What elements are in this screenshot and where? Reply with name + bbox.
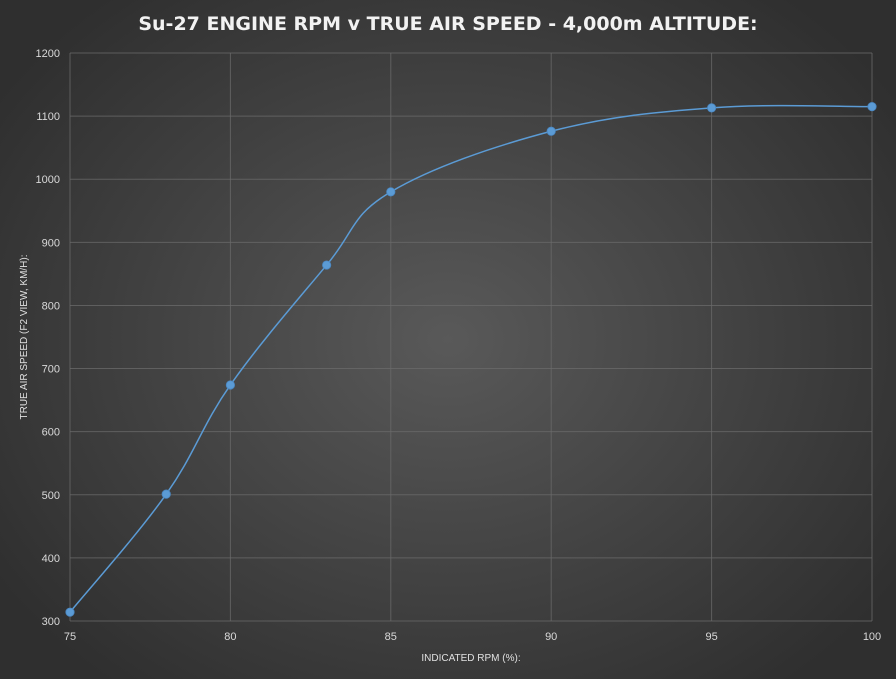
data-point-100 bbox=[867, 102, 877, 112]
x-tick-label: 100 bbox=[863, 631, 881, 643]
series-layer bbox=[69, 104, 873, 613]
y-axis-label: TRUE AIR SPEED (F2 VIEW, KM/H): bbox=[19, 254, 30, 419]
y-tick-label: 900 bbox=[42, 237, 60, 249]
series-line-0 bbox=[69, 104, 873, 613]
data-point-75 bbox=[65, 607, 75, 617]
y-tick-label: 400 bbox=[42, 553, 60, 565]
y-tick-label: 1000 bbox=[36, 174, 60, 186]
data-points bbox=[65, 102, 877, 617]
x-axis-ticks: 75 80 85 90 95 100 bbox=[64, 631, 881, 643]
data-point-90 bbox=[546, 126, 556, 136]
y-tick-label: 300 bbox=[42, 616, 60, 628]
y-tick-label: 800 bbox=[42, 300, 60, 312]
y-tick-label: 500 bbox=[42, 490, 60, 502]
y-tick-label: 600 bbox=[42, 427, 60, 439]
x-tick-label: 95 bbox=[705, 631, 717, 643]
data-point-83 bbox=[322, 260, 332, 270]
x-tick-label: 85 bbox=[385, 631, 397, 643]
y-tick-label: 1200 bbox=[36, 48, 60, 60]
y-tick-label: 700 bbox=[42, 364, 60, 376]
y-axis-ticks: 300 400 500 600 700 800 900 1000 1100 1200 bbox=[36, 48, 60, 628]
data-point-78 bbox=[161, 489, 171, 499]
grid-lines bbox=[69, 52, 873, 622]
data-point-85 bbox=[386, 187, 396, 197]
data-point-95 bbox=[706, 103, 717, 113]
x-tick-label: 90 bbox=[545, 631, 557, 643]
x-tick-label: 75 bbox=[64, 631, 76, 643]
chart-title: Su-27 ENGINE RPM v TRUE AIR SPEED - 4,00… bbox=[138, 13, 757, 35]
data-point-80 bbox=[225, 380, 235, 390]
x-axis-label: INDICATED RPM (%): bbox=[421, 653, 520, 664]
y-tick-label: 1100 bbox=[36, 111, 60, 123]
x-tick-label: 80 bbox=[224, 631, 236, 643]
